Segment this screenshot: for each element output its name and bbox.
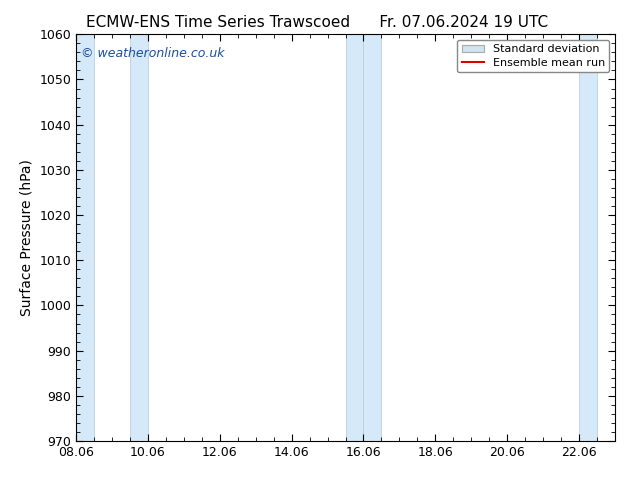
Bar [130,34,148,441]
Bar [363,34,382,441]
Text: ECMW-ENS Time Series Trawscoed      Fr. 07.06.2024 19 UTC: ECMW-ENS Time Series Trawscoed Fr. 07.06… [86,15,548,30]
Bar [579,34,597,441]
Bar [76,34,94,441]
Y-axis label: Surface Pressure (hPa): Surface Pressure (hPa) [20,159,34,316]
Text: © weatheronline.co.uk: © weatheronline.co.uk [81,47,225,59]
Legend: Standard deviation, Ensemble mean run: Standard deviation, Ensemble mean run [457,40,609,72]
Bar [346,34,363,441]
